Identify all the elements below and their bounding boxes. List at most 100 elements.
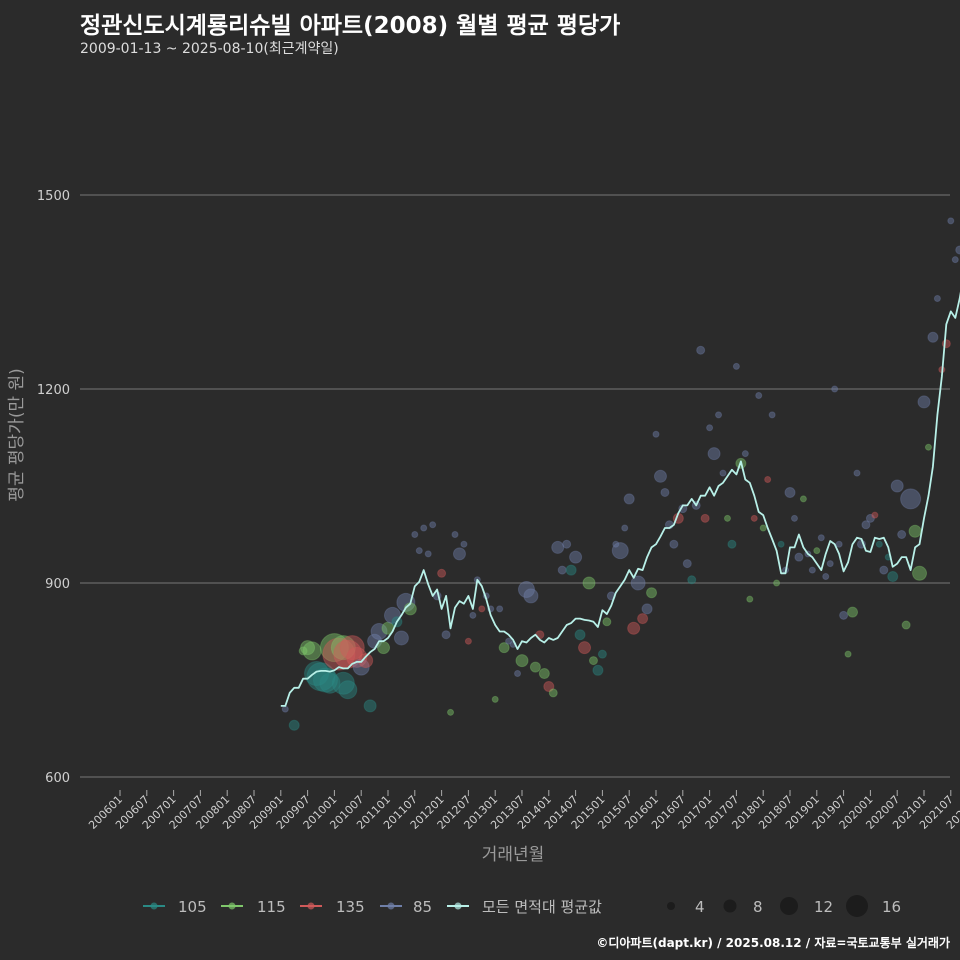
point-85 bbox=[817, 534, 825, 542]
point-105 bbox=[306, 662, 336, 692]
legend-label: 135 bbox=[336, 898, 365, 916]
point-115 bbox=[723, 514, 731, 522]
point-85 bbox=[861, 520, 871, 530]
point-135 bbox=[637, 613, 649, 625]
point-105 bbox=[687, 575, 697, 585]
x-axis-title: 거래년월 bbox=[482, 845, 545, 865]
point-85 bbox=[370, 623, 388, 640]
point-85 bbox=[393, 630, 409, 646]
point-115 bbox=[319, 633, 349, 663]
point-85 bbox=[669, 539, 679, 549]
point-85 bbox=[879, 565, 889, 575]
point-135 bbox=[358, 653, 374, 669]
point-85 bbox=[951, 256, 959, 264]
size-legend-item-4: 4 bbox=[667, 898, 705, 916]
point-85 bbox=[424, 550, 432, 558]
point-115 bbox=[602, 617, 612, 627]
point-105 bbox=[304, 661, 330, 687]
legend-label: 115 bbox=[257, 898, 286, 916]
point-85 bbox=[784, 486, 796, 498]
chart-subtitle: 2009-01-13 ~ 2025-08-10(최근계약일) bbox=[80, 41, 339, 57]
point-115 bbox=[908, 524, 922, 538]
point-115 bbox=[813, 547, 821, 555]
point-135 bbox=[543, 680, 555, 692]
point-85 bbox=[890, 479, 904, 493]
point-115 bbox=[302, 641, 322, 661]
point-85 bbox=[621, 524, 629, 532]
point-115 bbox=[912, 565, 928, 581]
point-85 bbox=[396, 592, 416, 612]
point-115 bbox=[377, 641, 391, 655]
point-105 bbox=[319, 672, 341, 694]
point-135 bbox=[339, 635, 365, 661]
point-115 bbox=[844, 650, 852, 658]
point-115 bbox=[646, 587, 658, 599]
point-85 bbox=[441, 630, 451, 640]
x-axis-ticks: 2006012006072007012007072008012008072009… bbox=[86, 790, 960, 832]
legend-label: 85 bbox=[413, 898, 432, 916]
point-85 bbox=[660, 487, 670, 497]
point-115 bbox=[300, 640, 316, 656]
point-135 bbox=[578, 641, 592, 655]
size-legend-item-16: 16 bbox=[846, 895, 901, 917]
point-135 bbox=[871, 511, 879, 519]
point-85 bbox=[653, 469, 667, 483]
legend-marker bbox=[307, 902, 315, 910]
point-105 bbox=[727, 539, 737, 549]
size-legend-label: 16 bbox=[882, 898, 901, 916]
average-line-group bbox=[280, 291, 960, 707]
point-85 bbox=[460, 540, 468, 548]
point-85 bbox=[808, 566, 816, 574]
point-85 bbox=[865, 513, 875, 523]
size-legend-marker bbox=[846, 895, 868, 917]
point-85 bbox=[900, 488, 922, 510]
point-85 bbox=[557, 565, 567, 575]
point-85 bbox=[831, 385, 839, 393]
scatter-points bbox=[281, 217, 960, 731]
point-105 bbox=[565, 564, 577, 576]
legend-marker bbox=[387, 902, 395, 910]
point-135 bbox=[322, 637, 356, 671]
size-legend-marker bbox=[723, 899, 737, 913]
point-115 bbox=[491, 695, 499, 703]
point-85 bbox=[826, 560, 834, 568]
point-115 bbox=[529, 661, 541, 673]
point-115 bbox=[901, 620, 911, 630]
point-85 bbox=[715, 411, 723, 419]
point-105 bbox=[288, 719, 300, 731]
grid-lines bbox=[80, 194, 950, 778]
point-85 bbox=[927, 331, 939, 343]
point-85 bbox=[897, 530, 907, 539]
point-135 bbox=[464, 637, 472, 645]
point-85 bbox=[853, 469, 861, 477]
point-85 bbox=[652, 430, 660, 438]
y-axis-ticks: 600 900 1200 1500 bbox=[37, 189, 70, 786]
point-135 bbox=[627, 621, 641, 635]
point-85 bbox=[835, 540, 843, 548]
point-115 bbox=[498, 642, 510, 654]
size-legend-label: 8 bbox=[753, 898, 763, 916]
point-105 bbox=[574, 629, 586, 641]
point-115 bbox=[447, 708, 455, 716]
point-85 bbox=[719, 469, 727, 477]
legend-item-135: 135 bbox=[300, 898, 365, 916]
point-105 bbox=[592, 664, 604, 676]
size-legend-marker bbox=[780, 897, 798, 915]
point-85 bbox=[451, 531, 459, 538]
point-135 bbox=[478, 605, 486, 613]
point-115 bbox=[847, 606, 859, 618]
point-105 bbox=[363, 699, 377, 713]
point-85 bbox=[569, 550, 583, 564]
point-85 bbox=[281, 705, 289, 713]
credit-text: ©디아파트(dapt.kr) / 2025.08.12 / 자료=국토교통부 실… bbox=[596, 936, 950, 950]
point-85 bbox=[732, 362, 740, 370]
point-85 bbox=[696, 345, 706, 355]
point-115 bbox=[330, 635, 356, 661]
point-135 bbox=[750, 514, 758, 522]
legend-item-105: 105 bbox=[143, 898, 207, 916]
legend-marker bbox=[228, 902, 236, 910]
point-85 bbox=[707, 447, 721, 461]
point-85 bbox=[682, 559, 692, 569]
point-85 bbox=[496, 605, 504, 613]
